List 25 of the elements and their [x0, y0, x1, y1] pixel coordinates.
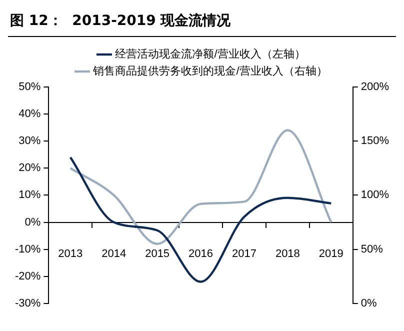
x-tick-label: 2013 [58, 248, 83, 260]
y-tick-label: 50% [18, 81, 41, 94]
y-tick-label: -20% [14, 270, 41, 282]
y2-tick-label: 200% [360, 81, 390, 94]
y-tick-label: 20% [18, 162, 41, 174]
line-series [69, 129, 332, 245]
y-tick-label: 0% [24, 216, 41, 228]
x-tick-label: 2018 [275, 248, 300, 260]
chart-title: 图 12： 2013-2019 现金流情况 [8, 8, 396, 37]
y2-tick-label: 50% [360, 243, 384, 256]
y-tick-label: -30% [14, 297, 41, 310]
x-tick-label: 2016 [188, 248, 214, 260]
y-tick-label: 10% [18, 189, 41, 202]
x-tick-label: 2015 [145, 248, 170, 260]
legend-label: 销售商品提供劳务收到的现金/营业收入（右轴） [92, 64, 328, 78]
legend-label: 经营活动现金流净额/营业收入（左轴） [115, 48, 306, 61]
y-tick-label: 40% [18, 108, 41, 120]
y2-tick-label: 150% [360, 135, 390, 148]
y2-tick-label: 0% [360, 297, 377, 310]
y-tick-label: -10% [14, 243, 41, 256]
y-tick-label: 30% [18, 135, 41, 148]
x-tick-label: 2019 [318, 248, 344, 260]
y2-tick-label: 100% [360, 189, 390, 202]
x-tick-label: 2017 [232, 248, 256, 260]
x-tick-label: 2014 [102, 248, 126, 260]
